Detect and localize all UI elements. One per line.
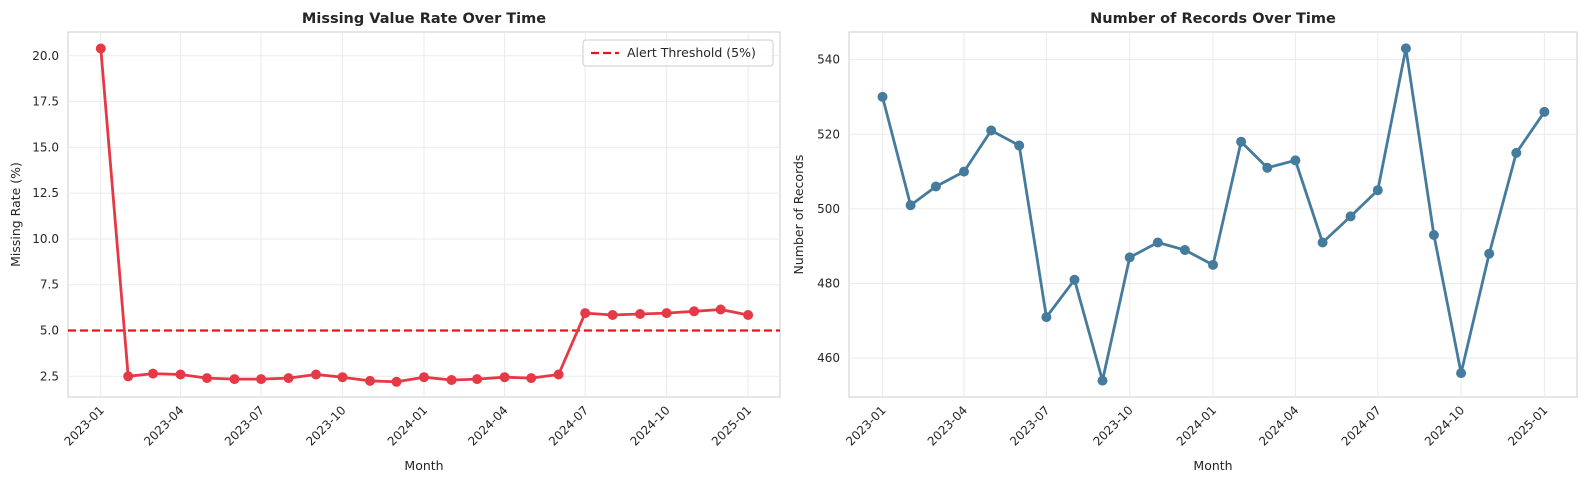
data-point [95, 43, 106, 54]
data-point [311, 369, 321, 380]
data-point [148, 368, 158, 379]
data-point [499, 372, 510, 383]
data-point [1345, 211, 1356, 222]
y-tick-label: 12.5 [32, 186, 59, 200]
data-point [1152, 237, 1163, 248]
data-point [715, 304, 726, 315]
data-point [1511, 147, 1522, 158]
data-point [229, 374, 240, 385]
data-point [607, 310, 618, 320]
data-point [1069, 274, 1080, 285]
data-point [446, 375, 457, 385]
data-point [1456, 368, 1467, 379]
y-tick-label: 17.5 [32, 95, 59, 109]
data-point [419, 372, 429, 383]
y-tick-label: 480 [817, 277, 840, 291]
data-point [1041, 312, 1052, 323]
legend: Alert Threshold (5%) [582, 39, 774, 67]
y-axis-ticks: 460 480 500 520 540 [817, 53, 840, 366]
data-point [526, 373, 537, 384]
y-tick-label: 460 [817, 351, 840, 365]
y-tick-label: 2.5 [40, 369, 59, 383]
data-point [1097, 375, 1108, 386]
y-axis-ticks: 2.5 5.0 7.5 10.0 12.5 15.0 17.5 20.0 [32, 49, 59, 383]
data-point [1428, 230, 1439, 240]
y-tick-label: 520 [817, 127, 840, 141]
data-point [743, 310, 754, 320]
data-point [1179, 245, 1190, 255]
data-point [391, 376, 402, 387]
data-point [1317, 237, 1328, 248]
data-point [1400, 43, 1411, 54]
data-point [1124, 252, 1135, 263]
data-point [123, 371, 134, 382]
data-point [1539, 106, 1550, 117]
data-point [689, 306, 700, 317]
data-point [1236, 136, 1247, 147]
data-point [256, 374, 267, 385]
series-records [877, 43, 1550, 386]
data-point [877, 91, 888, 102]
y-tick-label: 540 [817, 53, 840, 67]
legend-box [582, 39, 774, 67]
y-tick-label: 20.0 [32, 49, 59, 63]
data-point [553, 369, 564, 380]
data-point [1262, 162, 1273, 173]
y-tick-label: 10.0 [32, 232, 59, 246]
data-point [905, 200, 916, 211]
data-point [365, 375, 375, 386]
chart-title: Missing Value Rate Over Time [302, 11, 546, 27]
x-axis-label: Month [1193, 458, 1232, 473]
data-point [175, 369, 186, 380]
y-axis-label: Missing Rate (%) [8, 162, 23, 267]
data-point [959, 166, 969, 177]
data-point [1014, 140, 1025, 151]
legend-entry-threshold: Alert Threshold (5%) [627, 45, 756, 60]
x-axis-label: Month [404, 458, 443, 473]
data-point [930, 181, 941, 192]
data-point [202, 373, 212, 384]
y-tick-label: 5.0 [40, 324, 59, 338]
data-point [1290, 155, 1301, 166]
data-point [1484, 248, 1495, 259]
y-tick-label: 7.5 [40, 278, 59, 292]
y-axis-label: Number of Records [791, 155, 806, 275]
y-tick-label: 15.0 [32, 140, 59, 154]
data-point [283, 373, 294, 384]
data-point [986, 125, 997, 136]
chart-title: Number of Records Over Time [1090, 11, 1336, 27]
series-missing-rate [95, 43, 754, 387]
data-point [661, 308, 672, 319]
data-point [472, 374, 483, 385]
y-tick-label: 500 [817, 202, 840, 216]
data-point [337, 372, 348, 383]
data-point [1208, 259, 1218, 270]
data-point [635, 309, 646, 319]
data-point [1372, 185, 1383, 196]
data-point [580, 308, 591, 319]
